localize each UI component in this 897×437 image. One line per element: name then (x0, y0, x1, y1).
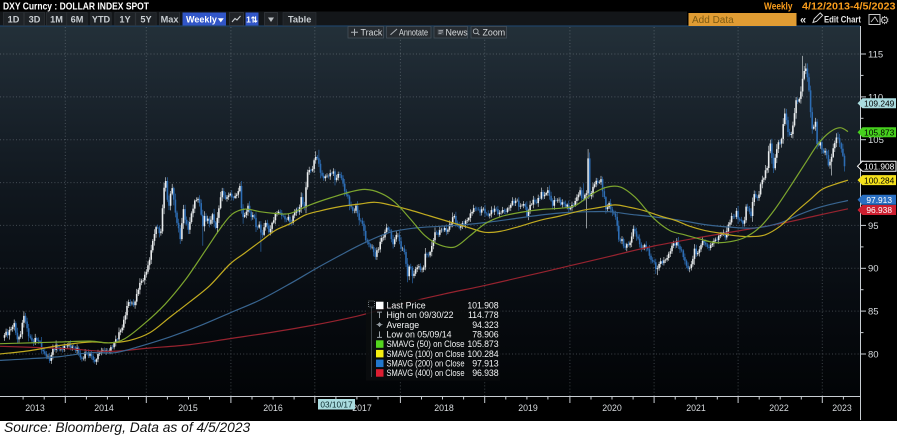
svg-text:105: 105 (868, 135, 884, 146)
svg-text:Edit Chart: Edit Chart (824, 15, 862, 26)
svg-text:96.938: 96.938 (472, 368, 499, 378)
svg-text:2023: 2023 (832, 403, 852, 413)
svg-text:4/12/2013-4/5/2023: 4/12/2013-4/5/2023 (802, 2, 896, 13)
svg-text:94.323: 94.323 (472, 320, 499, 330)
svg-text:YTD: YTD (92, 15, 111, 25)
svg-text:80: 80 (868, 349, 879, 360)
svg-text:6M: 6M (71, 15, 84, 25)
svg-text:SMAVG (400) on Close: SMAVG (400) on Close (387, 368, 465, 378)
svg-text:101.908: 101.908 (467, 301, 498, 311)
svg-text:2020: 2020 (602, 403, 622, 413)
svg-text:Last Price: Last Price (387, 301, 426, 311)
svg-text:2018: 2018 (434, 403, 454, 413)
svg-text:95: 95 (868, 221, 879, 232)
svg-text:2014: 2014 (94, 403, 114, 413)
svg-text:2022: 2022 (769, 403, 789, 413)
svg-text:SMAVG (50) on Close: SMAVG (50) on Close (387, 339, 465, 349)
svg-text:110: 110 (868, 92, 883, 103)
svg-text:2019: 2019 (518, 403, 538, 413)
svg-text:85: 85 (868, 307, 879, 318)
svg-text:78.906: 78.906 (472, 329, 499, 339)
svg-text:115: 115 (868, 49, 883, 60)
svg-text:105.873: 105.873 (864, 127, 895, 137)
svg-text:Zoom: Zoom (483, 27, 506, 37)
svg-text:1D: 1D (8, 15, 20, 25)
svg-text:Weekly: Weekly (186, 14, 217, 24)
svg-text:Max: Max (161, 15, 180, 25)
svg-text:«: « (800, 15, 806, 27)
svg-text:114.778: 114.778 (468, 310, 499, 320)
svg-text:Table: Table (288, 14, 311, 24)
svg-text:2021: 2021 (686, 403, 706, 413)
svg-text:SMAVG (100) on Close: SMAVG (100) on Close (387, 349, 465, 359)
svg-text:Low on 05/09/14: Low on 05/09/14 (387, 329, 452, 339)
svg-text:105.873: 105.873 (467, 339, 498, 349)
svg-text:109.249: 109.249 (864, 99, 895, 109)
svg-text:3D: 3D (29, 15, 41, 25)
svg-text:97.913: 97.913 (866, 195, 892, 205)
svg-text:96.938: 96.938 (866, 205, 892, 215)
svg-text:2016: 2016 (263, 403, 283, 413)
svg-text:Average: Average (387, 320, 420, 330)
svg-text:Track: Track (361, 27, 383, 37)
svg-text:Add Data: Add Data (692, 15, 734, 26)
svg-text:DXY Curncy : DOLLAR INDEX SPOT: DXY Curncy : DOLLAR INDEX SPOT (3, 2, 149, 13)
svg-text:1M: 1M (50, 15, 63, 25)
svg-text:Weekly: Weekly (764, 2, 793, 13)
svg-text:101.908: 101.908 (864, 161, 895, 171)
svg-text:97.913: 97.913 (472, 358, 499, 368)
svg-text:1Y: 1Y (119, 15, 130, 25)
svg-text:⚙: ⚙ (880, 15, 890, 27)
svg-text:03/10/17: 03/10/17 (320, 399, 353, 409)
svg-text:100.284: 100.284 (467, 349, 498, 359)
svg-text:90: 90 (868, 264, 879, 275)
svg-text:5Y: 5Y (140, 15, 151, 25)
svg-text:1⇅: 1⇅ (246, 15, 259, 25)
svg-text:2013: 2013 (25, 403, 45, 413)
svg-text:News: News (446, 27, 469, 37)
svg-text:2015: 2015 (178, 403, 198, 413)
svg-text:Annotate: Annotate (399, 27, 428, 37)
svg-text:2017: 2017 (352, 403, 372, 413)
svg-text:SMAVG (200) on Close: SMAVG (200) on Close (387, 358, 465, 368)
svg-text:High on 09/30/22: High on 09/30/22 (387, 310, 454, 320)
svg-text:100.284: 100.284 (864, 175, 895, 185)
